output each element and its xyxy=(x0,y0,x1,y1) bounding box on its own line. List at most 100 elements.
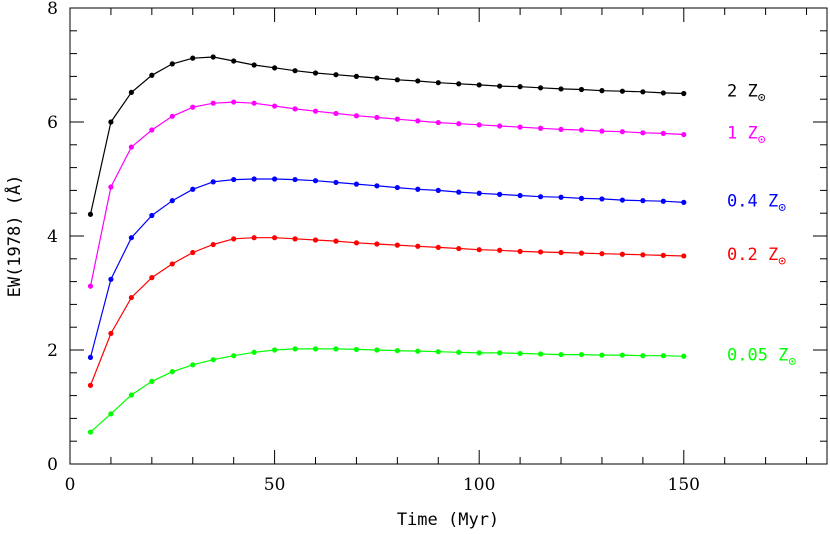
data-point xyxy=(558,351,564,358)
data-point xyxy=(394,242,400,248)
data-point xyxy=(149,378,155,384)
data-point xyxy=(660,198,666,204)
data-point xyxy=(435,244,441,250)
data-point xyxy=(190,55,196,61)
data-point xyxy=(497,123,503,129)
data-point xyxy=(578,86,585,93)
data-point xyxy=(537,194,544,200)
series-group xyxy=(87,54,687,435)
data-point xyxy=(681,199,687,205)
data-point xyxy=(537,125,544,131)
y-tick-label: 2 xyxy=(47,341,58,361)
data-point xyxy=(599,88,605,94)
data-point xyxy=(312,346,319,352)
data-point xyxy=(333,72,339,78)
data-point xyxy=(374,347,380,353)
data-point xyxy=(251,176,257,182)
series-line xyxy=(89,56,684,215)
x-tick-label: 0 xyxy=(65,475,76,495)
data-point xyxy=(619,129,626,135)
data-point xyxy=(271,176,278,182)
data-point xyxy=(435,349,441,355)
data-point xyxy=(190,249,196,256)
data-point xyxy=(190,186,196,192)
data-point xyxy=(374,183,380,189)
data-point xyxy=(640,130,646,136)
data-point xyxy=(210,179,216,185)
data-point xyxy=(476,247,482,253)
data-point xyxy=(415,186,421,192)
data-point xyxy=(456,189,462,195)
data-point xyxy=(333,238,339,244)
data-point xyxy=(394,184,400,191)
data-point xyxy=(415,348,421,354)
data-point xyxy=(190,362,196,368)
data-point xyxy=(149,72,155,78)
data-point xyxy=(251,349,257,355)
data-point xyxy=(231,58,237,64)
data-point xyxy=(128,235,134,241)
data-point xyxy=(108,330,114,337)
data-point xyxy=(456,81,462,87)
series-label: 0.05 Z⊙ xyxy=(727,345,796,369)
data-point xyxy=(292,68,298,74)
x-axis-title: Time (Myr) xyxy=(397,510,499,530)
data-point xyxy=(456,245,462,252)
data-point xyxy=(558,194,564,200)
data-point xyxy=(537,351,544,357)
data-point xyxy=(210,357,216,363)
data-point xyxy=(374,241,380,247)
data-point xyxy=(660,353,666,359)
data-point xyxy=(394,347,400,354)
series-line xyxy=(89,237,684,386)
data-point xyxy=(558,249,564,256)
data-point xyxy=(681,131,687,138)
series-label: 2 Z⊙ xyxy=(727,82,766,106)
series-3 xyxy=(87,235,687,388)
data-point xyxy=(456,349,462,355)
data-point xyxy=(169,261,175,267)
x-tick-label: 50 xyxy=(264,475,286,495)
data-point xyxy=(599,196,605,202)
data-point xyxy=(128,89,134,95)
data-point xyxy=(292,106,298,112)
data-point xyxy=(210,54,216,60)
x-tick-label: 100 xyxy=(463,475,495,495)
data-point xyxy=(128,294,134,301)
data-point xyxy=(231,176,237,183)
data-point xyxy=(415,118,421,124)
data-point xyxy=(394,77,400,83)
data-point xyxy=(312,178,319,184)
data-point xyxy=(497,247,503,253)
series-4 xyxy=(87,346,687,435)
data-point xyxy=(456,121,462,127)
series-line xyxy=(90,348,684,433)
series-line xyxy=(89,178,684,358)
data-point xyxy=(271,65,278,71)
data-point xyxy=(435,187,441,193)
data-point xyxy=(353,346,360,353)
plot-frame xyxy=(69,7,828,465)
data-point xyxy=(578,351,585,358)
data-point xyxy=(640,252,646,258)
data-point xyxy=(558,126,564,133)
data-point xyxy=(149,212,155,219)
data-point xyxy=(660,130,666,136)
series-label: 0.2 Z⊙ xyxy=(727,245,786,269)
series-label: 1 Z⊙ xyxy=(727,124,766,148)
data-point xyxy=(374,75,380,81)
data-point xyxy=(497,350,503,356)
data-point xyxy=(619,197,626,203)
series-line xyxy=(89,101,684,287)
data-point xyxy=(578,250,585,256)
data-point xyxy=(517,350,523,357)
y-tick-label: 0 xyxy=(47,455,58,475)
data-point xyxy=(108,119,114,125)
data-point xyxy=(169,198,175,204)
data-point xyxy=(353,181,360,187)
data-point xyxy=(128,392,134,398)
y-axis-title: EW(1978) (Å) xyxy=(3,175,25,298)
data-point xyxy=(476,82,482,88)
data-point xyxy=(640,89,646,95)
